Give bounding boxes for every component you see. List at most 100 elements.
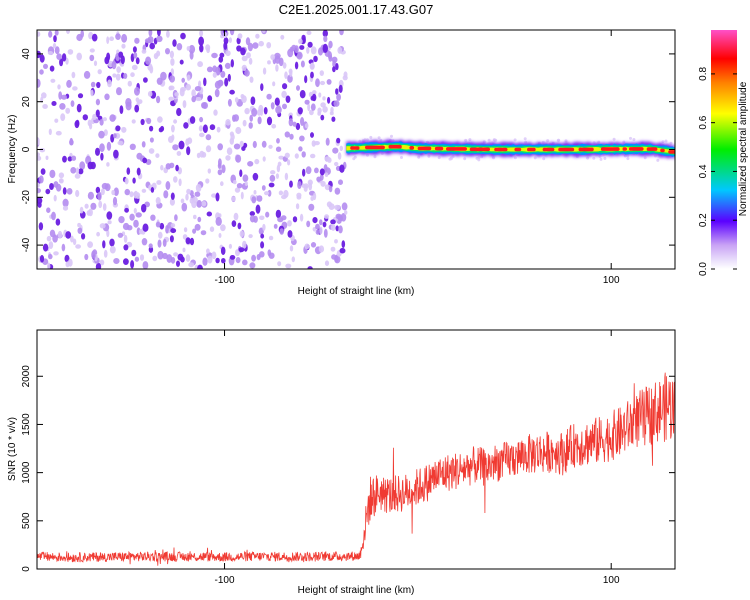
noise-point (218, 233, 222, 238)
noise-point (326, 79, 332, 85)
noise-point (234, 97, 239, 103)
noise-point (317, 107, 322, 114)
y-tick-label: 20 (21, 96, 32, 108)
noise-point (240, 94, 245, 99)
noise-point (160, 125, 165, 132)
noise-point (319, 168, 325, 176)
noise-point (107, 220, 112, 225)
noise-point (101, 182, 109, 190)
noise-point (246, 52, 251, 59)
noise-point (134, 256, 140, 262)
spectrogram-y-axis-label: Frequency (Hz) (7, 115, 18, 184)
noise-point (142, 223, 149, 232)
band-halo-point (603, 157, 607, 160)
noise-point (47, 51, 54, 55)
noise-point (332, 66, 336, 73)
noise-point (287, 230, 293, 238)
noise-point (221, 164, 226, 174)
noise-point (102, 117, 107, 122)
noise-point (284, 152, 290, 158)
noise-point (133, 52, 138, 59)
noise-point (249, 211, 255, 217)
noise-point (205, 145, 212, 153)
noise-point (307, 41, 313, 48)
noise-point (198, 36, 205, 46)
noise-point (314, 141, 320, 146)
colorbar-ticks: 0.0 0.2 0.4 0.6 0.8 (698, 67, 737, 276)
noise-point (186, 74, 191, 81)
noise-point (58, 172, 65, 179)
noise-point (100, 188, 105, 196)
noise-point (37, 197, 43, 205)
noise-point (229, 30, 235, 36)
noise-point (148, 30, 153, 37)
noise-point (95, 98, 100, 106)
noise-point (243, 142, 248, 149)
noise-point (193, 214, 197, 220)
noise-point (266, 42, 272, 49)
noise-point (66, 188, 73, 195)
noise-point (146, 117, 152, 125)
noise-point (330, 223, 336, 231)
noise-point (289, 245, 294, 252)
noise-point (240, 191, 244, 200)
noise-point (192, 228, 197, 234)
noise-point (262, 67, 267, 75)
noise-point (169, 75, 176, 83)
band-halo-point (632, 138, 636, 141)
noise-point (135, 212, 142, 218)
noise-point (230, 59, 234, 68)
noise-point (224, 62, 231, 69)
noise-point (189, 237, 195, 246)
noise-point (54, 46, 60, 55)
noise-point (171, 124, 175, 133)
noise-point (135, 97, 140, 103)
noise-point (191, 200, 197, 209)
noise-point (48, 241, 54, 250)
noise-point (87, 191, 94, 200)
noise-point (322, 106, 328, 113)
noise-point (217, 169, 223, 176)
noise-point (185, 193, 189, 201)
noise-point (320, 114, 325, 121)
band-halo-point (513, 138, 517, 142)
noise-point (337, 152, 342, 160)
noise-point (172, 144, 179, 151)
noise-point (260, 241, 265, 249)
noise-point (72, 238, 77, 246)
noise-point (47, 262, 51, 269)
noise-point (227, 98, 232, 107)
band-halo-point (427, 154, 431, 158)
noise-point (65, 57, 69, 65)
noise-point (275, 64, 279, 72)
band-halo-point (626, 157, 630, 161)
noise-point (49, 169, 56, 179)
noise-point (50, 78, 56, 83)
noise-point (155, 197, 161, 205)
noise-point (267, 60, 271, 65)
band-halo-point (468, 138, 472, 142)
noise-point (165, 163, 171, 170)
noise-point (287, 220, 292, 227)
noise-point (148, 148, 155, 154)
noise-point (294, 61, 299, 70)
band-halo-point (379, 138, 383, 142)
noise-point (159, 222, 165, 230)
noise-point (65, 231, 72, 239)
noise-point (224, 77, 229, 87)
noise-point (117, 232, 124, 238)
noise-point (90, 81, 96, 88)
noise-point (156, 35, 163, 43)
noise-point (112, 73, 117, 78)
noise-point (201, 151, 207, 158)
noise-point (205, 134, 212, 141)
noise-point (66, 79, 72, 88)
noise-point (60, 113, 66, 121)
noise-point (118, 216, 125, 224)
noise-point (339, 247, 346, 254)
noise-point (284, 172, 289, 181)
noise-point (170, 223, 176, 228)
noise-point (225, 50, 231, 57)
noise-point (323, 164, 328, 172)
noise-point (150, 214, 156, 221)
